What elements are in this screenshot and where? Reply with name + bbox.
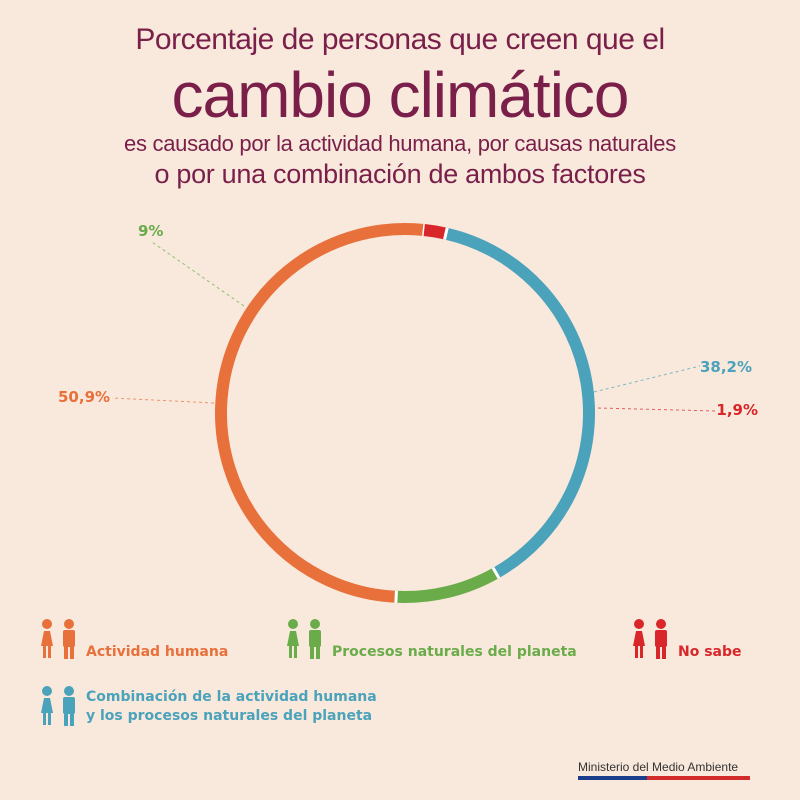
slice-label: 9% [138, 222, 163, 240]
people-icon [38, 618, 78, 662]
legend-label-unknown: No sabe [678, 643, 742, 660]
legend-label-combined-line2: y los procesos naturales del planeta [86, 708, 373, 724]
slice-separator [491, 566, 501, 579]
donut-slice [395, 567, 499, 603]
legend-label-human: Actividad humana [86, 643, 229, 660]
title-line-3: es causado por la actividad humana, por … [124, 131, 676, 156]
title-line-4: o por una combinación de ambos factores [154, 159, 646, 189]
leader-line [151, 241, 245, 307]
chart-title: Porcentaje de personas que creen que el … [0, 22, 800, 190]
leader-line [597, 407, 717, 412]
donut-slice [444, 227, 595, 579]
title-line-2: cambio climático [171, 59, 629, 131]
people-icon [630, 618, 670, 662]
legend-item-human: Actividad humana [38, 618, 228, 662]
slice-label: 1,9% [716, 401, 758, 419]
title-line-1: Porcentaje de personas que creen que el [135, 23, 665, 56]
legend-label-natural: Procesos naturales del planeta [332, 643, 577, 660]
people-icon [284, 618, 324, 662]
ministry-logo: Ministerio del Medio Ambiente [578, 760, 750, 780]
flag-bar [578, 776, 750, 780]
donut-slice [215, 223, 425, 603]
slice-separator [394, 590, 398, 603]
legend-item-natural: Procesos naturales del planeta [284, 618, 577, 662]
slice-separator [443, 227, 449, 240]
leader-line [593, 365, 701, 393]
legend-label-combined-line1: Combinación de la actividad humana [86, 689, 377, 705]
slice-label: 38,2% [700, 358, 752, 376]
people-icon [38, 685, 78, 729]
leader-line [111, 397, 215, 404]
legend-label-combined: Combinación de la actividad humana y los… [86, 688, 377, 726]
legend-item-combined: Combinación de la actividad humana y los… [38, 685, 377, 729]
slice-label: 50,9% [58, 388, 110, 406]
legend-item-unknown: No sabe [630, 618, 742, 662]
donut-slice [423, 224, 448, 240]
ministry-name: Ministerio del Medio Ambiente [578, 760, 739, 774]
